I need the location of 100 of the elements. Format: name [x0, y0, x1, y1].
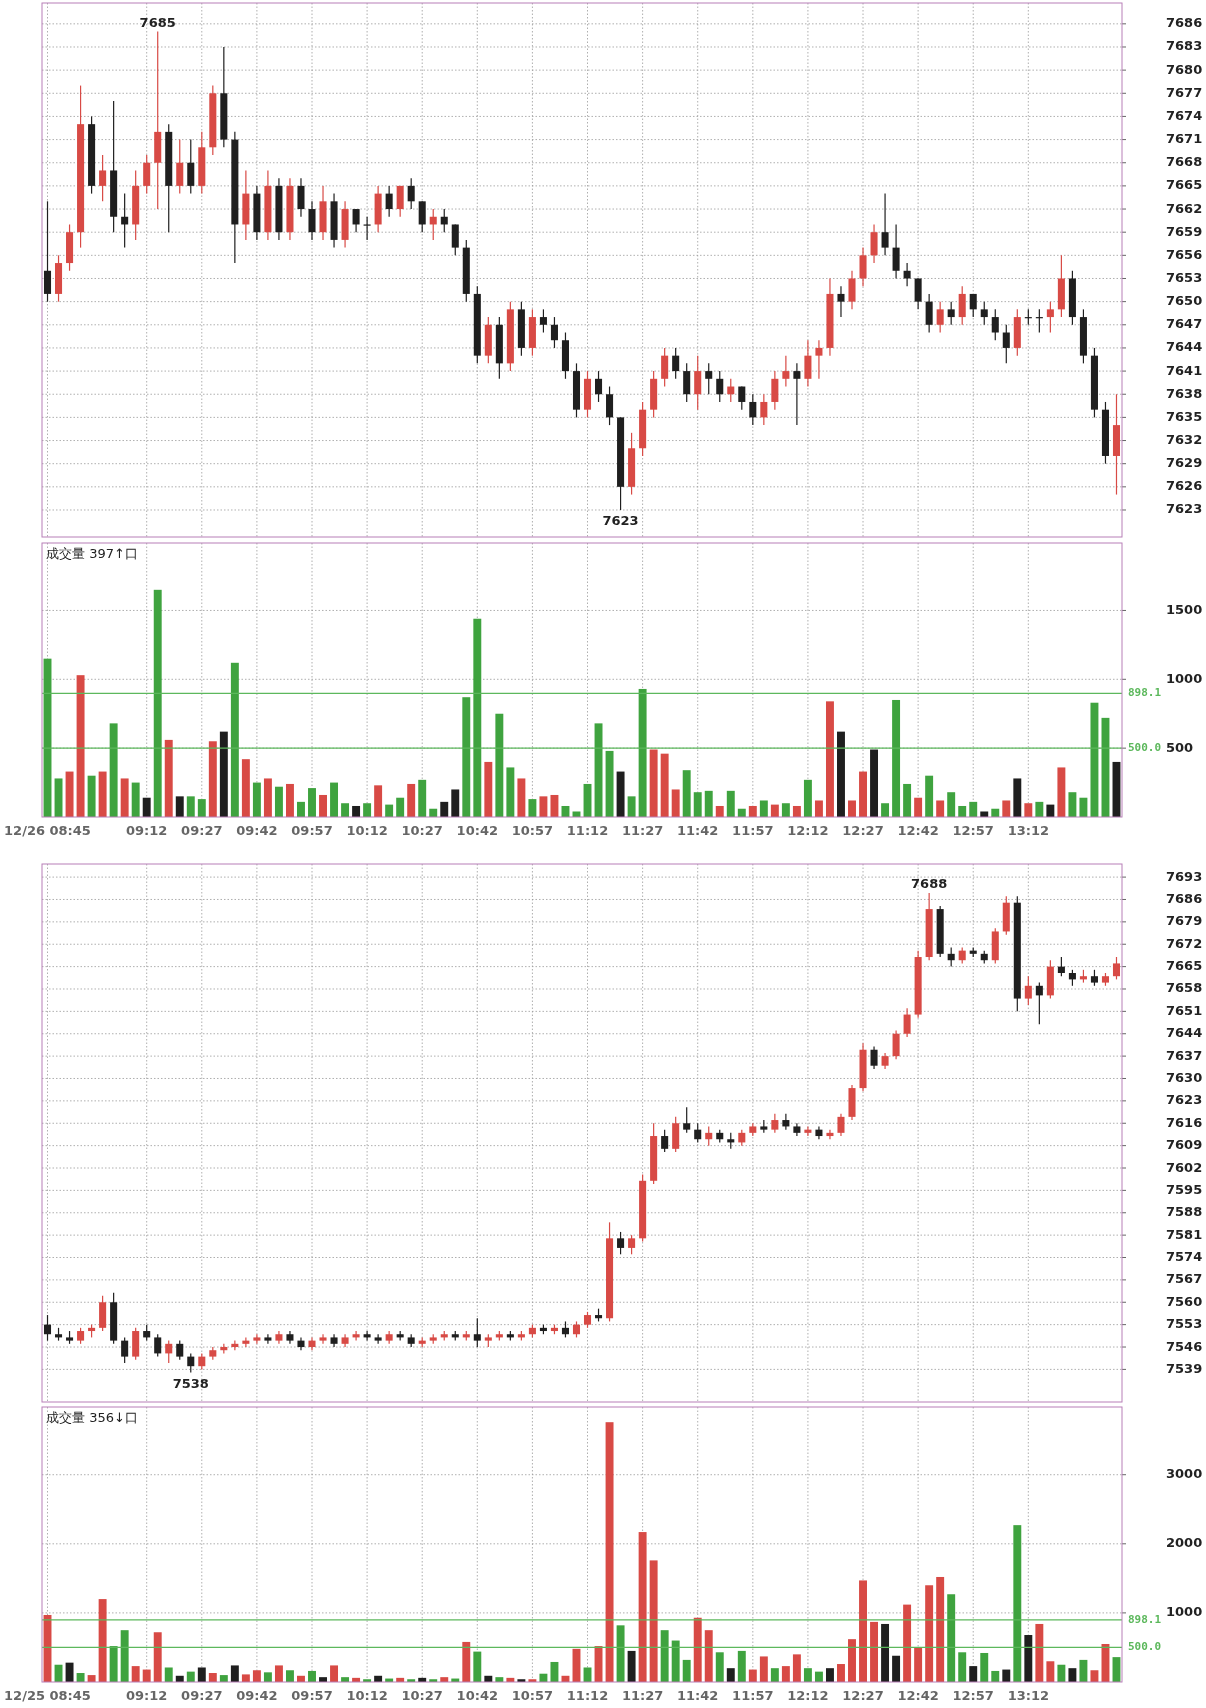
bar — [241, 759, 250, 817]
bar — [131, 1666, 140, 1682]
y-tick-label: 7677 — [1166, 84, 1203, 100]
candlestick — [308, 200, 316, 241]
candlestick — [264, 1333, 272, 1345]
bar — [1046, 1661, 1055, 1682]
y-tick-label: 1000 — [1166, 1604, 1203, 1620]
candlestick — [903, 1007, 911, 1038]
y-tick-label: 7674 — [1166, 107, 1203, 123]
candlestick — [628, 1234, 636, 1255]
bar — [87, 775, 96, 817]
bar — [407, 783, 416, 817]
candlestick — [1035, 982, 1043, 1025]
bar — [759, 1656, 768, 1682]
bar — [1090, 1670, 1099, 1682]
bar — [660, 753, 669, 817]
bar — [848, 800, 856, 817]
bar — [1057, 1664, 1066, 1682]
candlestick — [407, 177, 415, 210]
candlestick — [683, 362, 691, 403]
bar — [1002, 800, 1011, 817]
bar — [682, 1659, 691, 1682]
bar — [1013, 1525, 1022, 1682]
y-tick-label: 7679 — [1166, 913, 1203, 929]
bar — [153, 1632, 162, 1682]
bar — [528, 799, 537, 817]
candlestick — [892, 223, 900, 280]
bar — [925, 1585, 934, 1682]
annotation: 7538 — [172, 1375, 209, 1391]
y-tick-label: 7630 — [1166, 1070, 1203, 1085]
bar — [241, 1674, 250, 1682]
x-tick-label: 10:27 — [401, 1688, 443, 1703]
y-tick-label: 1000 — [1166, 670, 1203, 686]
y-tick-label: 7683 — [1166, 38, 1203, 54]
bar — [638, 1532, 647, 1682]
bar — [803, 779, 812, 817]
bar — [274, 786, 283, 817]
candlestick — [870, 1045, 878, 1070]
candlestick — [253, 1333, 261, 1345]
candlestick — [121, 1336, 129, 1364]
candlestick — [947, 301, 955, 326]
bar — [870, 749, 879, 817]
candlestick — [363, 1330, 371, 1342]
ref-line-label: 898.1 — [1128, 1612, 1162, 1626]
bar — [208, 1673, 217, 1682]
y-tick-label: 7644 — [1166, 339, 1203, 355]
bar — [484, 761, 493, 817]
x-tick-label: 09:27 — [181, 1688, 223, 1703]
bar — [550, 794, 559, 817]
x-tick-label: 09:57 — [291, 823, 333, 838]
x-tick-label: 12:27 — [842, 823, 884, 838]
bar — [947, 792, 956, 817]
bar — [319, 794, 327, 817]
bar — [1057, 767, 1066, 817]
candlestick — [43, 200, 52, 303]
y-tick-label: 7560 — [1166, 1293, 1203, 1309]
candlestick — [165, 1340, 173, 1364]
bar — [848, 1639, 856, 1682]
candlestick — [749, 393, 757, 426]
candlestick — [782, 1113, 790, 1131]
candlestick — [837, 1113, 845, 1137]
y-tick-label: 3000 — [1166, 1466, 1203, 1482]
candlestick — [231, 1340, 239, 1351]
candlestick — [539, 308, 547, 334]
candlestick — [143, 154, 151, 195]
y-tick-label: 7632 — [1166, 432, 1203, 448]
bar — [781, 1666, 790, 1682]
bar — [285, 1670, 294, 1682]
bar — [539, 796, 548, 817]
bar — [969, 1666, 978, 1682]
bar — [1024, 803, 1033, 817]
bar — [870, 1621, 879, 1682]
bar — [473, 618, 482, 817]
bar — [737, 1650, 746, 1682]
bar — [936, 1576, 945, 1682]
annotation: 7688 — [911, 876, 948, 892]
bar — [418, 779, 427, 817]
candlestick — [870, 223, 878, 264]
y-tick-label: 7647 — [1166, 316, 1203, 332]
candlestick — [892, 1029, 900, 1060]
bar — [76, 1673, 85, 1682]
candlestick — [936, 301, 944, 334]
bar — [881, 1623, 890, 1682]
candlestick — [760, 393, 768, 426]
x-tick-label: 13:12 — [1007, 823, 1050, 838]
candlestick — [429, 208, 437, 241]
candlestick — [815, 1125, 823, 1140]
y-tick-label: 7651 — [1166, 1002, 1203, 1018]
candlestick — [683, 1106, 691, 1134]
bar — [759, 800, 768, 817]
bar — [726, 1668, 735, 1682]
candlestick — [617, 1231, 625, 1255]
y-tick-label: 500 — [1166, 739, 1194, 755]
bar — [803, 1668, 812, 1682]
bar — [451, 789, 460, 817]
bar — [374, 785, 383, 817]
chart-title: 成交量 397↑口 — [46, 546, 138, 561]
y-tick-label: 7671 — [1166, 131, 1203, 147]
candlestick — [43, 1314, 52, 1342]
bar — [682, 770, 691, 817]
